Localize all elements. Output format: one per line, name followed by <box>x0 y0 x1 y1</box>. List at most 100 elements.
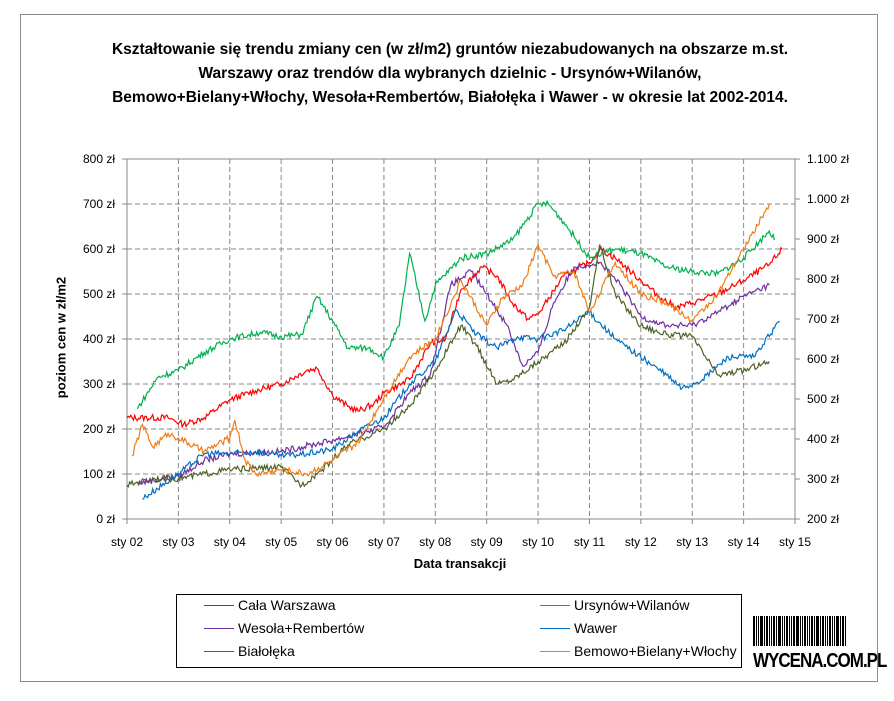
barcode-bar <box>802 616 803 646</box>
barcode-bar <box>811 616 813 646</box>
x-axis-label: Data transakcji <box>413 556 507 571</box>
y-tick-label: 300 zł <box>83 377 115 391</box>
y-tick-label: 600 zł <box>83 242 115 256</box>
legend-swatch <box>204 627 234 629</box>
y-tick-label: 0 zł <box>96 512 115 526</box>
legend-label: Białołęka <box>238 643 295 659</box>
legend-label: Wesoła+Rembertów <box>238 620 365 636</box>
barcode-bar <box>773 616 775 646</box>
barcode-bar <box>820 616 821 646</box>
barcode-bar <box>791 616 792 646</box>
barcode-bar <box>756 616 757 646</box>
legend-item: Białołęka <box>204 643 295 659</box>
x-tick-label: sty 07 <box>368 535 400 549</box>
x-tick-label: sty 10 <box>522 535 554 549</box>
y2-tick-label: 600 zł <box>807 352 839 366</box>
barcode-bar <box>771 616 772 646</box>
barcode-bar <box>760 616 763 646</box>
x-tick-label: sty 08 <box>419 535 451 549</box>
barcode-bar <box>786 616 788 646</box>
y-tick-label: 200 zł <box>83 422 115 436</box>
y-tick-label: 500 zł <box>83 287 115 301</box>
y-tick-label: 400 zł <box>83 332 115 346</box>
y-tick-label: 700 zł <box>83 197 115 211</box>
legend-swatch <box>540 604 570 606</box>
chart-frame <box>20 14 878 682</box>
legend-swatch <box>540 650 570 652</box>
barcode-bar <box>829 616 831 646</box>
series-line-bemowo-bielany-w-ochy <box>131 203 770 478</box>
legend-item: Wesoła+Rembertów <box>204 620 364 636</box>
barcode-bar <box>776 616 777 646</box>
logo-text: WYCENA.COM.PL <box>753 649 887 672</box>
barcode-bar <box>782 616 783 646</box>
barcode-bar <box>836 616 839 646</box>
legend: Cała Warszawa Ursynów+Wilanów Wesoła+Rembe… <box>176 594 742 668</box>
x-tick-label: sty 11 <box>574 535 605 549</box>
legend-swatch <box>204 604 234 606</box>
y2-tick-label: 900 zł <box>807 232 839 246</box>
legend-item: Bemowo+Bielany+Włochy <box>540 643 737 659</box>
y2-tick-label: 300 zł <box>807 472 839 486</box>
wycena-logo: WYCENA.COM.PL <box>753 616 887 672</box>
legend-label: Cała Warszawa <box>238 597 336 613</box>
x-tick-label: sty 15 <box>779 535 811 549</box>
barcode-bar <box>766 616 768 646</box>
barcode-bar <box>832 616 833 646</box>
y2-tick-label: 1.100 zł <box>807 152 849 166</box>
x-tick-label: sty 09 <box>471 535 503 549</box>
barcode-bar <box>845 616 846 646</box>
y2-tick-label: 1.000 zł <box>807 192 849 206</box>
series-line-ursyn-w-wilan-w <box>136 199 775 410</box>
y2-tick-label: 200 zł <box>807 512 839 526</box>
x-tick-label: sty 02 <box>111 535 143 549</box>
barcode-bar <box>784 616 785 646</box>
legend-label: Bemowo+Bielany+Włochy <box>574 643 737 659</box>
y2-tick-label: 500 zł <box>807 392 839 406</box>
x-tick-label: sty 04 <box>214 535 246 549</box>
barcode-icon <box>753 616 865 646</box>
barcode-bar <box>800 616 801 646</box>
barcode-bar <box>804 616 806 646</box>
barcode-bar <box>816 616 819 646</box>
x-tick-label: sty 03 <box>162 535 194 549</box>
legend-swatch <box>204 650 234 652</box>
y2-tick-label: 800 zł <box>807 272 839 286</box>
barcode-bar <box>769 616 770 646</box>
barcode-bar <box>825 616 826 646</box>
series-line-bia-o-ka <box>126 244 770 489</box>
barcode-bar <box>753 616 755 646</box>
chart-title: Kształtowanie się trendu zmiany cen (w z… <box>111 41 789 106</box>
barcode-bar <box>793 616 795 646</box>
barcode-bar <box>809 616 810 646</box>
x-tick-label: sty 12 <box>625 535 657 549</box>
barcode-bar <box>796 616 799 646</box>
barcode-bar <box>778 616 781 646</box>
legend-label: Wawer <box>574 620 618 636</box>
series-line-wawer <box>142 308 781 500</box>
legend-label: Ursynów+Wilanów <box>574 597 690 613</box>
barcode-bar <box>834 616 835 646</box>
y-axis-label: poziom cen w zł/m2 <box>53 276 69 399</box>
legend-item: Wawer <box>540 620 617 636</box>
legend-item: Ursynów+Wilanów <box>540 597 690 613</box>
barcode-bar <box>840 616 841 646</box>
series-line-weso-a-rembert-w <box>137 259 770 486</box>
barcode-bar <box>822 616 824 646</box>
x-tick-label: sty 14 <box>728 535 760 549</box>
y2-tick-label: 400 zł <box>807 432 839 446</box>
barcode-bar <box>814 616 815 646</box>
barcode-bar <box>764 616 765 646</box>
legend-swatch <box>540 627 570 629</box>
x-tick-label: sty 05 <box>265 535 297 549</box>
x-tick-label: sty 06 <box>317 535 349 549</box>
barcode-bar <box>842 616 844 646</box>
barcode-bar <box>789 616 790 646</box>
barcode-bar <box>827 616 828 646</box>
y-tick-label: 100 zł <box>83 467 115 481</box>
x-tick-label: sty 13 <box>676 535 708 549</box>
barcode-bar <box>758 616 759 646</box>
y2-tick-label: 700 zł <box>807 312 839 326</box>
